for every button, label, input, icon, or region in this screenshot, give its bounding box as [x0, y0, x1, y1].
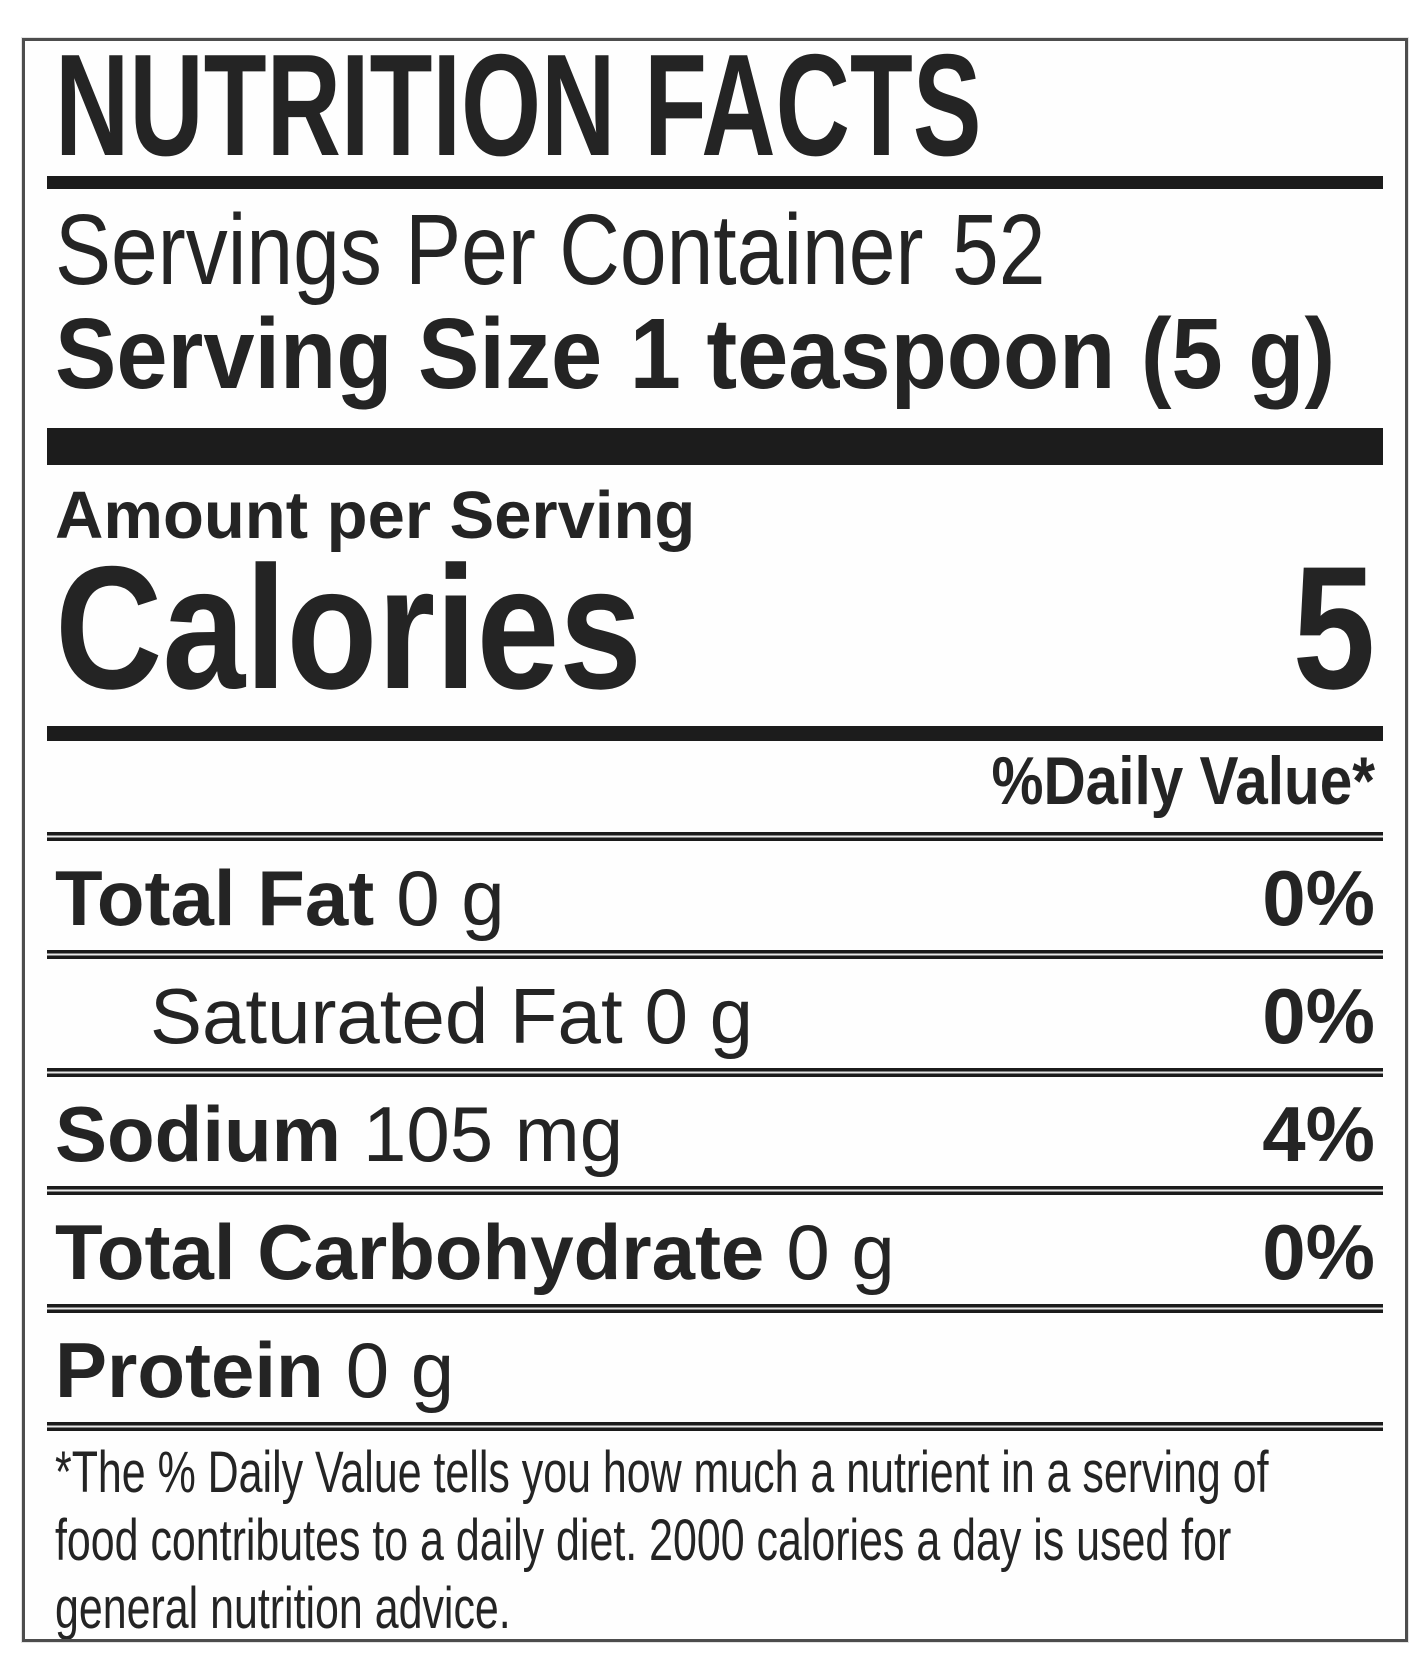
serving-size-value: 1 teaspoon (5 g): [629, 298, 1336, 410]
nutrient-amount: 0 g: [644, 972, 754, 1060]
calories-row: Calories 5: [55, 531, 1375, 726]
nutrient-daily-value: 0%: [1262, 854, 1375, 942]
footnote-line: general nutrition advice.: [55, 1576, 511, 1641]
nutrient-row-total-fat: Total Fat 0 g 0%: [55, 841, 1375, 950]
daily-value-footnote: *The % Daily Value tells you how much a …: [55, 1439, 1375, 1641]
nutrient-daily-value: 0%: [1262, 972, 1375, 1060]
nutrient-name: Protein: [55, 1326, 324, 1414]
serving-size-label: Serving Size: [55, 298, 603, 410]
nutrient-row-total-carbohydrate: Total Carbohydrate 0 g 0%: [55, 1195, 1375, 1304]
nutrient-row-sodium: Sodium 105 mg 4%: [55, 1077, 1375, 1186]
serving-size-line: Serving Size 1 teaspoon (5 g): [55, 303, 1375, 405]
row-divider: [47, 1186, 1383, 1195]
servings-per-container-line: Servings Per Container 52: [55, 197, 1375, 303]
calories-label: Calories: [55, 531, 643, 726]
footnote-line: food contributes to a daily diet. 2000 c…: [55, 1508, 1232, 1573]
daily-value-header: %Daily Value*: [55, 744, 1375, 818]
calories-value: 5: [1292, 531, 1375, 726]
row-divider: [47, 950, 1383, 959]
daily-value-header-text: %Daily Value*: [991, 743, 1375, 819]
nutrient-name: Total Carbohydrate: [55, 1208, 765, 1296]
label-title: NUTRITION FACTS: [55, 38, 1375, 186]
nutrient-name: Saturated Fat: [150, 972, 623, 1060]
daily-value-divider: [47, 832, 1383, 841]
nutrient-amount: 105 mg: [363, 1090, 624, 1178]
nutrient-amount: 0 g: [786, 1208, 895, 1296]
label-title-text: NUTRITION FACTS: [55, 38, 982, 186]
amount-per-serving-text: Amount per Serving: [55, 478, 696, 553]
amount-per-serving-heading: Amount per Serving: [55, 480, 1375, 552]
row-divider: [47, 1304, 1383, 1313]
thick-separator-bar: [47, 428, 1383, 465]
calories-divider: [47, 726, 1383, 741]
nutrient-daily-value: 4%: [1262, 1090, 1375, 1178]
nutrient-daily-value: 0%: [1262, 1208, 1375, 1296]
nutrient-name: Total Fat: [55, 854, 375, 942]
servings-per-container-label: Servings Per Container: [55, 194, 924, 306]
nutrient-amount: 0 g: [396, 854, 505, 942]
nutrition-facts-label: NUTRITION FACTS Servings Per Container 52…: [22, 38, 1408, 1642]
title-divider: [47, 176, 1383, 189]
servings-per-container-value: 52: [951, 194, 1046, 306]
nutrient-row-saturated-fat: Saturated Fat 0 g 0%: [55, 959, 1375, 1068]
nutrient-name: Sodium: [55, 1090, 341, 1178]
row-divider: [47, 1068, 1383, 1077]
nutrient-amount: 0 g: [345, 1326, 455, 1414]
footnote-line: *The % Daily Value tells you how much a …: [55, 1440, 1269, 1505]
nutrient-row-protein: Protein 0 g: [55, 1313, 1375, 1422]
footnote-divider: [47, 1422, 1383, 1431]
